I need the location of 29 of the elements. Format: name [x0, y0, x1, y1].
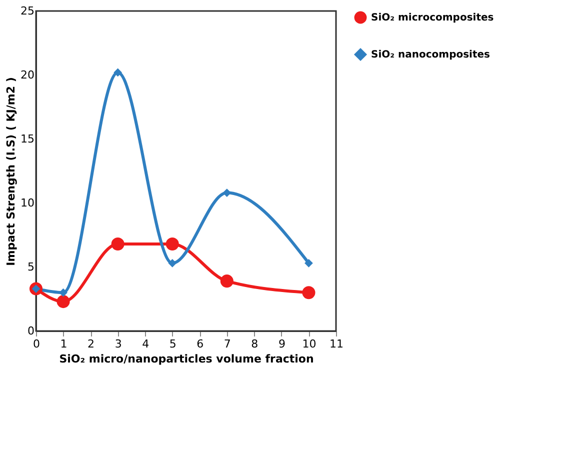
point [111, 237, 124, 250]
x-tick-label: 7 [224, 338, 231, 350]
y-tick-label: 25 [20, 4, 34, 18]
point [114, 68, 122, 77]
legend-label: SiO₂ nanocomposites [371, 50, 490, 60]
legend-label: SiO₂ microcomposites [371, 12, 494, 24]
point [220, 274, 234, 288]
x-tick-label: 6 [196, 338, 204, 350]
x-tick-label: 8 [251, 338, 258, 350]
y-tick-label: 10 [20, 196, 34, 210]
x-tick-label: 1 [60, 338, 68, 350]
y-tick-label: 20 [20, 68, 34, 82]
x-tick-label: 10 [302, 338, 316, 350]
x-tick-label: 11 [330, 338, 344, 350]
y-tick-label: 15 [20, 132, 34, 146]
y-tick-label: 5 [28, 260, 34, 274]
x-tick-label: 2 [88, 338, 95, 350]
x-axis-title: SiO₂ micro/nanoparticles volume fraction [59, 352, 314, 366]
y-axis-title: Impact Strength (I.S) ( KJ/m2 ) [4, 77, 18, 266]
x-tick-label: 9 [278, 338, 286, 350]
point [302, 286, 316, 300]
point [168, 258, 177, 268]
point [304, 258, 313, 268]
x-tick-label: 3 [114, 338, 122, 350]
x-tick-label: 4 [142, 338, 150, 350]
y-tick-label: 0 [28, 324, 34, 338]
point [166, 237, 179, 250]
point [56, 295, 70, 308]
x-tick-label: 5 [169, 338, 176, 350]
